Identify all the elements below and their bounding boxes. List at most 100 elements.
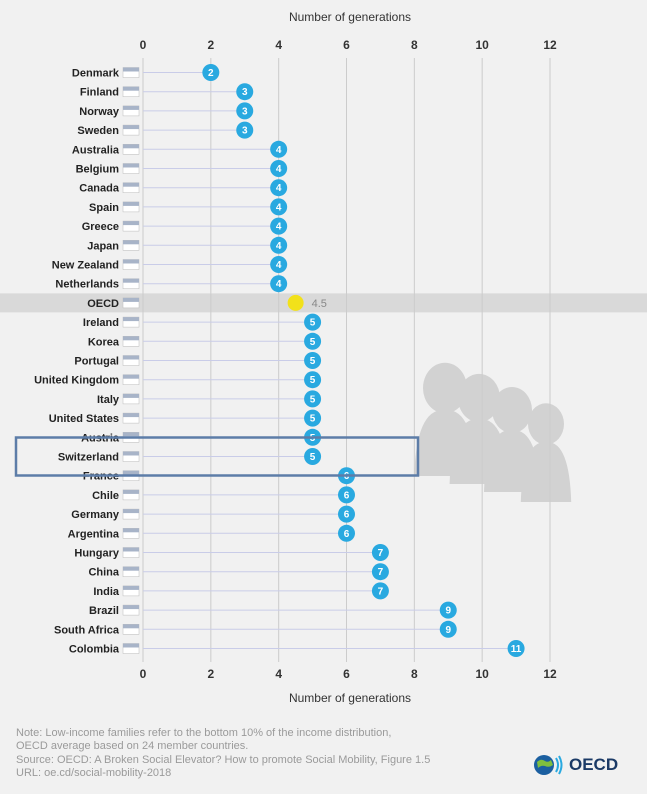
lollipop-marker: [270, 236, 288, 254]
silhouette-head: [423, 362, 467, 414]
flag-stripe: [123, 489, 139, 494]
country-label: Ireland: [83, 317, 119, 329]
oecd-average-band: [0, 293, 647, 313]
flag-stripe: [123, 643, 139, 648]
value-label: 5: [310, 452, 316, 463]
country-label: China: [88, 567, 119, 579]
top-axis-ticks: 0 2 4 6 8 10 12: [140, 38, 557, 52]
x-tick-label: 10: [475, 667, 489, 681]
silhouette-body: [520, 441, 572, 502]
x-tick-label: 8: [411, 38, 418, 52]
flag-stripe: [123, 144, 139, 149]
lollipop-marker: [304, 332, 322, 350]
value-label: 7: [378, 548, 384, 559]
source-line: Source: OECD: A Broken Social Elevator? …: [16, 753, 431, 766]
country-label: United Kingdom: [34, 375, 119, 387]
flag-stripe: [123, 278, 139, 283]
lollipop-marker: [507, 640, 525, 657]
country-label: Denmark: [72, 68, 120, 80]
value-label: 9: [445, 606, 451, 617]
country-label: Argentina: [68, 528, 120, 540]
country-label: Italy: [97, 394, 120, 406]
country-label: Norway: [79, 106, 120, 118]
lollipop-marker: [270, 140, 288, 158]
value-label: 4: [276, 183, 282, 194]
country-label: Switzerland: [58, 452, 119, 464]
flag-stripe: [123, 163, 139, 168]
bottom-axis-title: Number of generations: [289, 691, 411, 705]
chart-row: Norway 3: [79, 102, 254, 120]
country-label: Hungary: [74, 548, 120, 560]
chart-row: Chile 6: [92, 486, 355, 504]
lollipop-marker: [439, 620, 457, 638]
chart-row: Japan 4: [87, 236, 288, 254]
value-label: 3: [242, 87, 248, 98]
lollipop-marker: [270, 198, 288, 216]
value-label: 6: [344, 510, 350, 521]
lollipop-marker: [338, 505, 355, 523]
chart-notes: Note: Low-income families refer to the b…: [16, 727, 456, 781]
flag-stripe: [123, 240, 139, 245]
lollipop-marker: [202, 64, 220, 81]
lollipop-marker: [338, 486, 355, 504]
chart-row: India 7: [93, 582, 389, 600]
flag-stripe: [123, 624, 139, 629]
value-label: 3: [242, 126, 248, 137]
x-tick-label: 2: [207, 667, 214, 681]
chart-row: Canada 4: [79, 179, 288, 197]
flag-stripe: [123, 259, 139, 264]
lollipop-marker: [270, 217, 288, 235]
flag-stripe: [123, 67, 139, 72]
silhouette-head: [458, 373, 500, 423]
chart-row: Belgium 4: [76, 160, 288, 177]
chart-row: Denmark 2: [72, 64, 220, 81]
lollipop-marker: [371, 582, 389, 600]
chart-row: Colombia 11: [69, 640, 525, 657]
lollipop-marker: [270, 160, 288, 177]
flag-stripe: [123, 451, 139, 456]
chart-row: Brazil 9: [89, 601, 457, 619]
lollipop-marker: [236, 121, 254, 139]
lollipop-marker: [304, 390, 322, 408]
chart-row: Korea 5: [88, 332, 322, 350]
lollipop-marker: [236, 83, 254, 101]
value-label: 4: [276, 145, 282, 156]
flag-stripe: [123, 182, 139, 187]
flag-stripe: [123, 509, 139, 514]
chart-row: Australia 4: [72, 140, 288, 158]
chart-row: Switzerland 5: [58, 448, 322, 465]
chart-row: China 7: [88, 563, 389, 581]
lollipop-marker: [371, 544, 389, 561]
note-line: OECD average based on 24 member countrie…: [16, 740, 249, 753]
average-marker: [287, 294, 304, 311]
x-tick-label: 4: [275, 38, 282, 52]
flag-stripe: [123, 528, 139, 533]
value-label: 5: [310, 375, 316, 386]
flag-stripe: [123, 125, 139, 130]
chart-row: United States 5: [49, 409, 322, 427]
lollipop-marker: [371, 563, 389, 581]
x-tick-label: 10: [475, 38, 489, 52]
oecd-logo: OECD: [533, 752, 633, 778]
flag-stripe: [123, 374, 139, 379]
country-label: Germany: [71, 509, 120, 521]
country-label: Brazil: [89, 605, 119, 617]
chart-row: Finland 3: [80, 83, 254, 101]
flag-stripe: [123, 336, 139, 341]
silhouette-head: [492, 387, 532, 433]
country-label: Australia: [72, 144, 120, 156]
flag-stripe: [123, 355, 139, 360]
globe-icon: [534, 755, 563, 775]
value-label: 4: [276, 164, 282, 175]
chart-row: Spain 4: [89, 198, 288, 216]
country-label: Korea: [88, 336, 120, 348]
flag-stripe: [123, 547, 139, 552]
flag-stripe: [123, 317, 139, 322]
country-label: India: [93, 586, 120, 598]
lollipop-marker: [439, 601, 457, 619]
value-label: 5: [310, 356, 316, 367]
flag-stripe: [123, 413, 139, 418]
silhouette-head: [528, 403, 564, 445]
lollipop-marker: [304, 313, 322, 331]
flag-stripe: [123, 432, 139, 437]
